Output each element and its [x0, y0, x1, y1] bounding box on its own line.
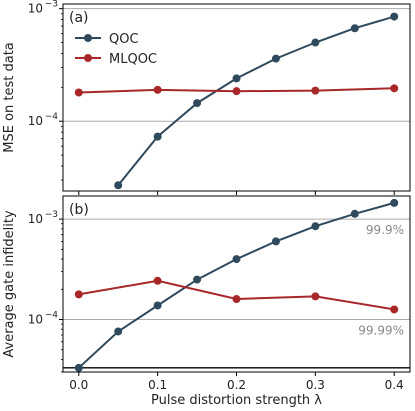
y-tick-exponent: −4 [45, 311, 59, 321]
data-point-mlqoc [74, 88, 83, 97]
data-point-qoc [193, 99, 202, 108]
y-axis-label: Average gate infidelity [2, 210, 17, 358]
x-tick-label: 0.2 [227, 378, 246, 392]
legend-item-qoc: QOC [75, 32, 139, 47]
data-point-mlqoc [390, 305, 399, 314]
y-tick-exponent: −3 [45, 210, 58, 220]
y-tick-label: 10 [28, 114, 43, 128]
data-point-mlqoc [153, 85, 162, 94]
data-point-qoc [153, 301, 162, 310]
x-tick-label: 0.4 [385, 378, 404, 392]
y-tick-exponent: −4 [45, 112, 59, 122]
data-point-qoc [114, 181, 123, 190]
y-tick-label: 10 [28, 2, 43, 16]
data-point-qoc [193, 275, 202, 284]
data-point-qoc [232, 255, 241, 264]
y-axis-label: MSE on test data [2, 42, 17, 153]
legend-item-mlqoc: MLQOC [75, 52, 157, 67]
legend-marker [84, 34, 92, 42]
data-point-qoc [390, 12, 399, 21]
data-point-qoc [74, 363, 83, 372]
x-axis-label: Pulse distortion strength λ [151, 393, 322, 408]
panel-label: (a) [69, 10, 89, 26]
data-point-mlqoc [390, 84, 399, 93]
y-tick-label: 10 [28, 313, 43, 327]
data-point-qoc [350, 209, 359, 218]
data-point-mlqoc [153, 276, 162, 285]
data-point-mlqoc [74, 290, 83, 299]
legend-marker [84, 54, 92, 62]
panel-b: 99.99%99.9%0.0 0.1 0.2 0.3 0.410−410−3 (b)Ave… [2, 195, 411, 408]
data-point-mlqoc [232, 295, 241, 304]
y-tick-label: 10 [28, 212, 43, 226]
legend-label: QOC [109, 32, 139, 47]
data-point-mlqoc [311, 86, 320, 95]
data-point-qoc [114, 327, 123, 336]
y-tick-exponent: −3 [45, 0, 58, 10]
series-line-qoc [117, 15, 395, 186]
data-point-qoc [153, 132, 162, 141]
data-point-qoc [271, 237, 280, 246]
x-tick-label: 0.1 [148, 378, 167, 392]
data-point-mlqoc [232, 87, 241, 96]
data-point-qoc [271, 54, 280, 63]
data-point-qoc [232, 74, 241, 83]
panel-label: (b) [69, 202, 89, 218]
x-tick-label: 0.3 [306, 378, 325, 392]
threshold-label: 99.99% [358, 324, 404, 338]
data-point-qoc [350, 24, 359, 33]
data-point-qoc [311, 222, 320, 231]
data-point-qoc [390, 198, 399, 207]
plot-frame [62, 195, 411, 373]
data-point-qoc [311, 38, 320, 47]
threshold-label: 99.9% [366, 223, 404, 237]
legend-label: MLQOC [109, 52, 157, 67]
x-tick-label: 0.0 [69, 378, 88, 392]
data-point-mlqoc [311, 292, 320, 301]
